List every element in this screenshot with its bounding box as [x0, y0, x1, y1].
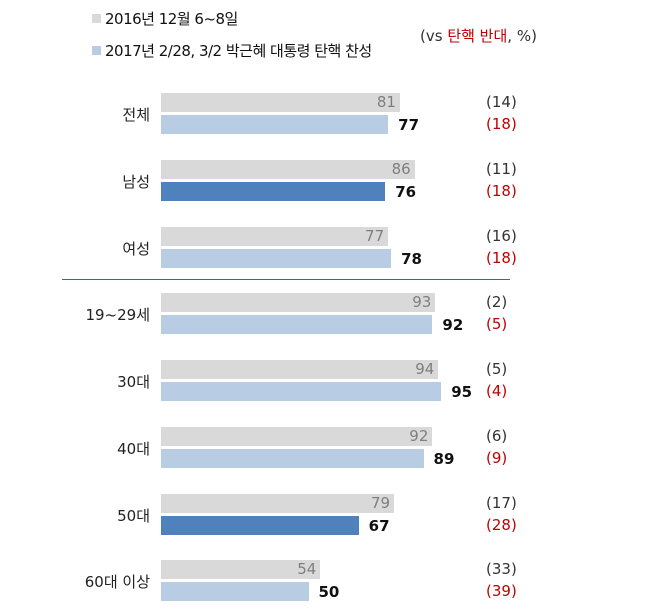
oppose-2016: (11) [486, 160, 517, 178]
value-label-2016: 79 [370, 494, 391, 512]
category-label: 30대 [117, 373, 150, 391]
bar-2017 [161, 516, 359, 535]
oppose-2017: (5) [486, 315, 508, 333]
oppose-2016: (14) [486, 93, 517, 111]
oppose-2017: (9) [486, 449, 508, 467]
value-label-2017: 67 [368, 517, 390, 535]
value-label-2017: 78 [401, 250, 422, 268]
oppose-2016: (5) [486, 360, 508, 378]
bar-2016 [161, 293, 436, 312]
oppose-2017: (18) [486, 249, 517, 267]
bar-2017 [161, 115, 389, 134]
bar-2016 [161, 360, 439, 379]
bar-2017 [161, 449, 424, 468]
value-label-2017: 77 [398, 116, 420, 134]
category-label: 60대 이상 [84, 573, 150, 591]
note-suffix: , %) [507, 27, 537, 45]
oppose-2016: (17) [486, 494, 517, 512]
bar-2017 [161, 182, 386, 201]
category-label: 40대 [117, 440, 150, 458]
oppose-2016: (16) [486, 227, 517, 245]
bar-2016 [161, 494, 395, 513]
category-label: 19~29세 [85, 306, 150, 324]
separator-line [62, 279, 510, 280]
value-label-2016: 77 [365, 227, 385, 245]
oppose-2017: (18) [486, 115, 517, 133]
oppose-2016: (33) [486, 560, 517, 578]
value-label-2016: 86 [391, 160, 411, 178]
legend-swatch [92, 46, 101, 55]
value-label-2017: 76 [395, 183, 417, 201]
legend-item-2016: 2016년 12월 6~8일 [92, 8, 238, 29]
value-label-2016: 92 [409, 427, 429, 445]
bar-2016 [161, 427, 433, 446]
note-prefix: (vs [420, 27, 448, 45]
category-label: 전체 [122, 106, 150, 124]
value-label-2016: 81 [376, 93, 396, 111]
oppose-2017: (39) [486, 582, 517, 600]
oppose-2016: (6) [486, 427, 508, 445]
category-label: 남성 [122, 173, 150, 191]
bar-2016 [161, 93, 400, 112]
bar-2017 [161, 582, 309, 601]
bar-2017 [161, 249, 392, 268]
legend-label: 2016년 12월 6~8일 [105, 10, 238, 28]
legend-item-2017: 2017년 2/28, 3/2 박근혜 대통령 탄핵 찬성 [92, 40, 372, 61]
note-highlight: 탄핵 반대 [447, 27, 508, 45]
category-label: 여성 [122, 240, 150, 258]
oppose-2017: (28) [486, 516, 517, 534]
legend-label: 2017년 2/28, 3/2 박근혜 대통령 탄핵 찬성 [105, 42, 372, 60]
oppose-2017: (4) [486, 382, 508, 400]
value-label-2016: 94 [415, 360, 435, 378]
bar-2017 [161, 382, 442, 401]
value-label-2017: 95 [451, 383, 473, 401]
oppose-2016: (2) [486, 293, 508, 311]
bar-2016 [161, 160, 415, 179]
value-label-2016: 93 [412, 293, 432, 311]
bar-2017 [161, 315, 433, 334]
note: (vs 탄핵 반대, %) [420, 25, 537, 46]
bar-2016 [161, 560, 321, 579]
value-label-2017: 50 [318, 583, 340, 601]
oppose-2017: (18) [486, 182, 517, 200]
value-label-2017: 89 [433, 450, 455, 468]
bar-2016 [161, 227, 389, 246]
legend-swatch [92, 14, 101, 23]
category-label: 50대 [117, 507, 150, 525]
value-label-2017: 92 [442, 316, 464, 334]
value-label-2016: 54 [297, 560, 317, 578]
